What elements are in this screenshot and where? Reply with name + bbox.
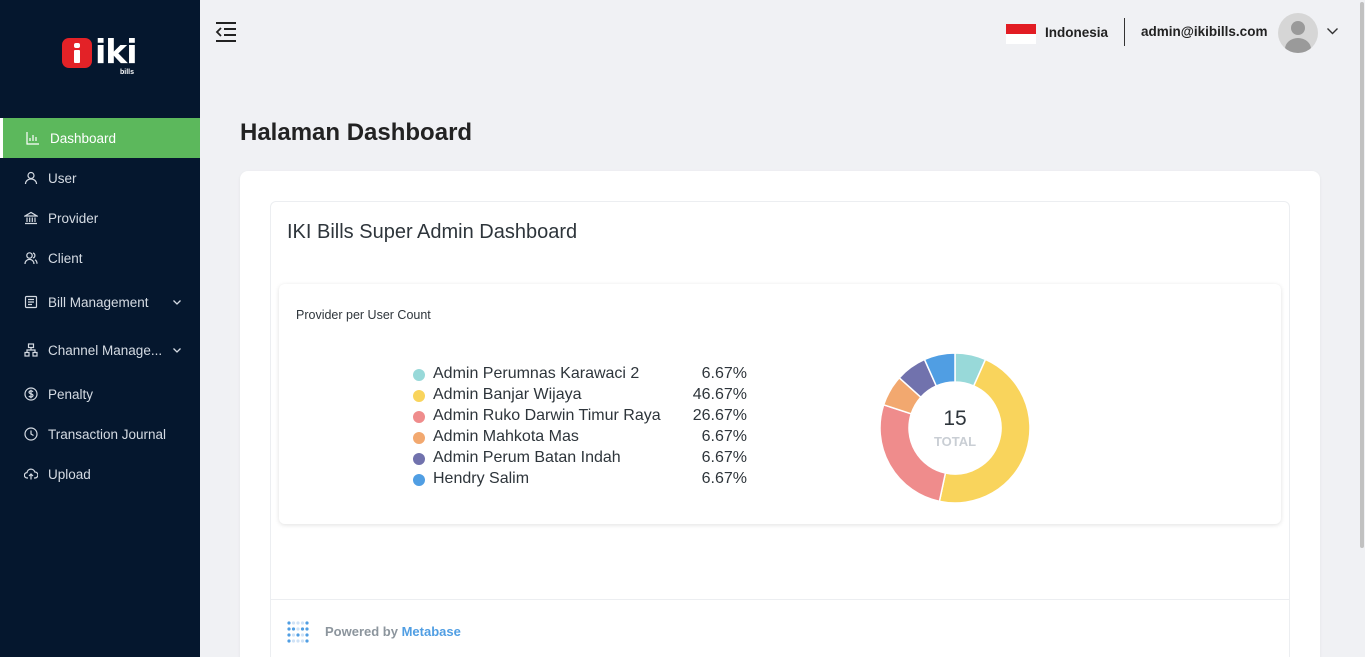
legend-item[interactable]: Admin Mahkota Mas 6.67%	[411, 428, 747, 449]
legend-dot-icon	[413, 432, 425, 444]
legend-percent: 26.67%	[692, 407, 747, 424]
legend-dot-icon	[413, 390, 425, 402]
legend-item[interactable]: Admin Banjar Wijaya 46.67%	[411, 386, 747, 407]
dollar-circle-icon	[24, 387, 38, 401]
bar-chart-icon	[26, 131, 40, 145]
donut-slice[interactable]	[923, 352, 956, 387]
page-scrollbar[interactable]	[1359, 0, 1365, 657]
user-icon	[24, 171, 38, 185]
sidebar-item-user[interactable]: User	[0, 158, 200, 198]
legend-item[interactable]: Admin Perum Batan Indah 6.67%	[411, 449, 747, 470]
sidebar-item-client[interactable]: Client	[0, 238, 200, 278]
donut-chart	[879, 352, 1031, 504]
provider-chart-card: Provider per User Count Admin Perumnas K…	[279, 284, 1281, 524]
legend-percent: 6.67%	[701, 365, 747, 382]
sidebar-item-label: Upload	[48, 466, 91, 482]
sidebar-item-channel-management[interactable]: Channel Manage...	[0, 326, 200, 374]
dashboard-card: IKI Bills Super Admin Dashboard Provider…	[240, 171, 1320, 657]
language-selector[interactable]: Indonesia	[1045, 25, 1109, 40]
chart-card-title[interactable]: Provider per User Count	[296, 308, 431, 322]
legend-label: Admin Ruko Darwin Timur Raya	[433, 407, 661, 424]
legend-item[interactable]: Hendry Salim 6.67%	[411, 470, 747, 491]
logo-mark-icon	[62, 38, 92, 68]
sidebar-toggle-icon[interactable]	[214, 21, 238, 43]
donut-total-label: TOTAL	[933, 434, 977, 449]
sidebar-item-label: Dashboard	[50, 130, 117, 146]
legend-item[interactable]: Admin Perumnas Karawaci 2 6.67%	[411, 365, 747, 386]
sidebar-item-penalty[interactable]: Penalty	[0, 374, 200, 414]
user-email[interactable]: admin@ikibills.com	[1141, 24, 1268, 39]
page-title: Halaman Dashboard	[240, 119, 473, 146]
sidebar-item-label: Transaction Journal	[48, 426, 167, 442]
legend-percent: 6.67%	[701, 449, 747, 466]
sidebar-item-label: Client	[48, 250, 83, 266]
legend-percent: 6.67%	[701, 428, 747, 445]
legend-percent: 6.67%	[701, 470, 747, 487]
footer-divider	[271, 599, 1289, 600]
legend-label: Admin Perum Batan Indah	[433, 449, 621, 466]
sidebar-item-label: Bill Management	[48, 294, 149, 310]
legend-label: Admin Perumnas Karawaci 2	[433, 365, 640, 382]
clock-icon	[24, 427, 38, 441]
metabase-logo-icon[interactable]	[287, 620, 309, 644]
logo-text: iki	[95, 32, 138, 71]
metabase-embed: IKI Bills Super Admin Dashboard Provider…	[270, 201, 1290, 657]
legend-dot-icon	[413, 411, 425, 423]
header-divider	[1124, 18, 1125, 46]
sidebar-item-label: Penalty	[48, 386, 94, 402]
chevron-down-icon	[173, 300, 181, 305]
legend-percent: 46.67%	[692, 386, 747, 403]
logo-subtext: bills	[120, 69, 135, 76]
sidebar-item-dashboard[interactable]: Dashboard	[0, 118, 200, 158]
legend-label: Admin Mahkota Mas	[433, 428, 579, 445]
legend-item[interactable]: Admin Ruko Darwin Timur Raya 26.67%	[411, 407, 747, 428]
sidebar-item-upload[interactable]: Upload	[0, 454, 200, 494]
legend-label: Admin Banjar Wijaya	[433, 386, 582, 403]
legend-dot-icon	[413, 474, 425, 486]
sidebar-item-label: User	[48, 170, 77, 186]
indonesia-flag-icon[interactable]	[1006, 24, 1036, 44]
sidebar-nav: Dashboard User Provider Client Bill Mana…	[0, 118, 200, 494]
sidebar-item-bill-management[interactable]: Bill Management	[0, 278, 200, 326]
donut-slice[interactable]	[938, 358, 1031, 504]
cloud-upload-icon	[24, 467, 38, 481]
chevron-down-icon[interactable]	[1326, 26, 1339, 36]
sidebar: iki bills Dashboard User Provider Clie	[0, 0, 200, 657]
document-icon	[24, 295, 38, 309]
chevron-down-icon	[173, 348, 181, 353]
network-icon	[24, 343, 38, 357]
powered-by-metabase[interactable]: Powered by Metabase	[325, 624, 461, 639]
bank-icon	[24, 211, 38, 225]
sidebar-item-label: Provider	[48, 210, 99, 226]
sidebar-item-transaction-journal[interactable]: Transaction Journal	[0, 414, 200, 454]
dashboard-title: IKI Bills Super Admin Dashboard	[287, 221, 578, 243]
avatar[interactable]	[1278, 13, 1318, 53]
legend-dot-icon	[413, 369, 425, 381]
users-icon	[24, 251, 38, 265]
powered-by-text: Powered by	[325, 624, 398, 639]
donut-total-value: 15	[943, 407, 967, 430]
metabase-link[interactable]: Metabase	[401, 624, 461, 639]
chart-legend: Admin Perumnas Karawaci 2 6.67% Admin Banj…	[411, 365, 747, 491]
legend-dot-icon	[413, 453, 425, 465]
sidebar-item-provider[interactable]: Provider	[0, 198, 200, 238]
iki-bills-logo[interactable]: iki bills	[62, 32, 142, 80]
sidebar-item-label: Channel Manage...	[48, 342, 163, 358]
legend-label: Hendry Salim	[433, 470, 530, 487]
